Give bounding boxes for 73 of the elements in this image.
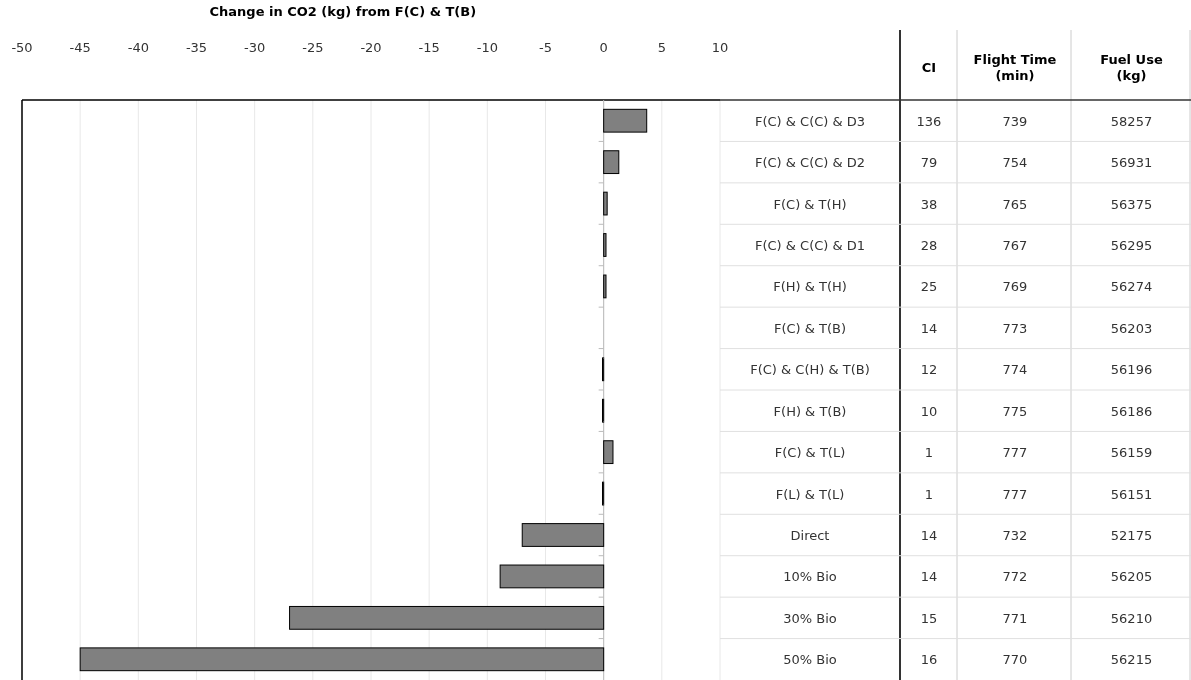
text: Fuel Use (kg) bbox=[1100, 52, 1163, 83]
data-label: 754 bbox=[1002, 155, 1028, 171]
data-label: 56159 bbox=[1110, 445, 1153, 461]
data-label: 771 bbox=[1002, 610, 1028, 626]
x-tick-label: -40 bbox=[127, 40, 149, 55]
data-label: 772 bbox=[1002, 569, 1028, 585]
x-tick-label: -15 bbox=[418, 40, 440, 55]
data-label: 777 bbox=[1002, 445, 1028, 461]
data-label: 56295 bbox=[1110, 238, 1153, 253]
data-label: 52175 bbox=[1110, 528, 1153, 543]
data-label: 12 bbox=[920, 362, 938, 378]
data-label: 1 bbox=[924, 445, 934, 461]
data-label: 56151 bbox=[1110, 486, 1153, 502]
data-label: 79 bbox=[920, 155, 938, 171]
data-label: 739 bbox=[1002, 113, 1028, 129]
data-label: 775 bbox=[1002, 403, 1028, 419]
category-label: 50% Bio bbox=[783, 652, 837, 668]
chart-title: Change in CO2 (kg) from F(C) & T(B) bbox=[209, 4, 477, 19]
x-tick-label: -25 bbox=[302, 40, 324, 55]
category-label: F(C) & T(B) bbox=[773, 320, 847, 336]
data-label: 38 bbox=[920, 196, 938, 212]
data-label: 56210 bbox=[1110, 610, 1153, 626]
data-label: 56205 bbox=[1110, 569, 1153, 585]
data-label: 56186 bbox=[1110, 403, 1153, 419]
x-tick-label: -5 bbox=[539, 40, 552, 55]
data-label: 25 bbox=[920, 279, 938, 295]
data-label: 15 bbox=[920, 610, 938, 626]
category-label: F(H) & T(H) bbox=[773, 279, 847, 295]
category-label: 30% Bio bbox=[783, 610, 837, 626]
data-label: 56203 bbox=[1110, 320, 1153, 336]
category-label: F(L) & T(L) bbox=[775, 486, 845, 502]
data-label: 16 bbox=[920, 652, 938, 668]
x-tick-label: -45 bbox=[69, 40, 91, 55]
x-tick-label: 5 bbox=[657, 40, 666, 55]
data-label: 28 bbox=[920, 238, 938, 253]
category-label: F(C) & C(C) & D1 bbox=[754, 238, 866, 253]
data-label: 767 bbox=[1002, 238, 1028, 253]
data-label: 1 bbox=[924, 486, 934, 502]
x-tick-label: -20 bbox=[360, 40, 382, 55]
data-label: 56215 bbox=[1110, 652, 1153, 668]
category-label: F(C) & C(H) & T(B) bbox=[750, 362, 870, 378]
data-label: 14 bbox=[920, 528, 938, 543]
category-label: F(C) & C(C) & D3 bbox=[754, 113, 866, 129]
data-label: 773 bbox=[1002, 320, 1028, 336]
category-label: F(C) & T(H) bbox=[773, 196, 847, 212]
data-label: 777 bbox=[1002, 486, 1028, 502]
text: CI bbox=[921, 60, 937, 75]
data-label: 769 bbox=[1002, 279, 1028, 295]
category-label: F(C) & T(L) bbox=[774, 445, 846, 461]
data-label: 14 bbox=[920, 320, 938, 336]
data-label: 770 bbox=[1002, 652, 1028, 668]
data-label: 14 bbox=[920, 569, 938, 585]
category-label: 10% Bio bbox=[783, 569, 837, 585]
data-label: 56274 bbox=[1110, 279, 1153, 295]
category-label: F(H) & T(B) bbox=[773, 403, 847, 419]
data-label: 136 bbox=[916, 113, 942, 129]
x-tick-label: -10 bbox=[476, 40, 498, 55]
data-label: 58257 bbox=[1110, 113, 1153, 129]
data-label: 10 bbox=[920, 403, 938, 419]
x-tick-label: 0 bbox=[599, 40, 608, 55]
data-label: 774 bbox=[1002, 362, 1028, 378]
x-tick-label: -35 bbox=[185, 40, 208, 55]
category-label: F(C) & C(C) & D2 bbox=[754, 155, 866, 171]
data-label: 56931 bbox=[1110, 155, 1153, 171]
data-label: 732 bbox=[1002, 528, 1028, 543]
data-label: 765 bbox=[1002, 196, 1028, 212]
data-label: 56375 bbox=[1110, 196, 1153, 212]
text: Flight Time (min) bbox=[973, 52, 1057, 83]
x-tick-label: -30 bbox=[244, 40, 266, 55]
x-tick-label: 10 bbox=[711, 40, 729, 55]
data-label: 56196 bbox=[1110, 362, 1153, 378]
x-tick-label: -50 bbox=[11, 40, 33, 55]
category-label: Direct bbox=[790, 528, 830, 543]
